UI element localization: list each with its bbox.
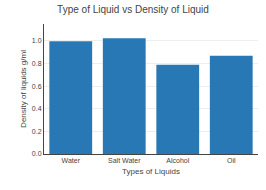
svg-text:0.8: 0.8 [32, 60, 42, 67]
svg-text:0.0: 0.0 [32, 150, 42, 157]
svg-text:1.0: 1.0 [32, 37, 42, 44]
svg-text:Density of liquids g/ml: Density of liquids g/ml [19, 50, 28, 128]
svg-text:Water: Water [62, 157, 81, 164]
svg-text:0.4: 0.4 [32, 105, 42, 112]
svg-text:Salt Water: Salt Water [108, 157, 141, 164]
svg-text:Type of Liquid vs Density of L: Type of Liquid vs Density of Liquid [57, 4, 209, 15]
svg-text:Oil: Oil [227, 157, 236, 164]
svg-text:Types of Liquids: Types of Liquids [122, 167, 180, 176]
svg-text:0.6: 0.6 [32, 83, 42, 90]
svg-text:Alcohol: Alcohol [166, 157, 189, 164]
svg-text:0.2: 0.2 [32, 128, 42, 135]
